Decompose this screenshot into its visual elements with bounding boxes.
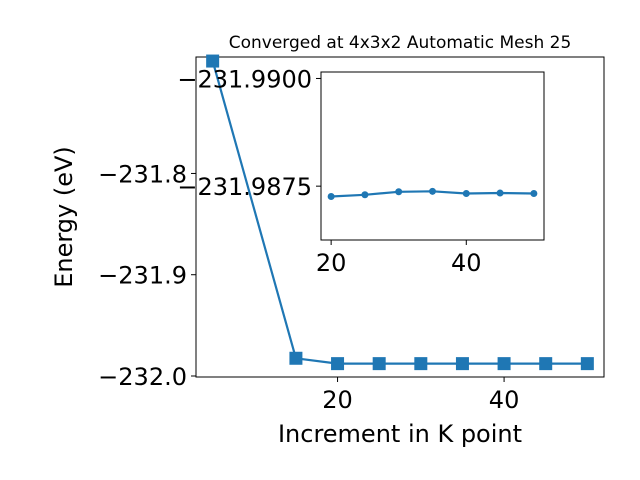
main-x-tick-label: 20 <box>322 386 353 414</box>
main-x-ticks: 20 40 <box>322 377 519 414</box>
inset-data-point <box>462 189 470 197</box>
inset-background <box>321 72 544 240</box>
main-data-point <box>455 357 469 371</box>
chart-title: Converged at 4x3x2 Automatic Mesh 25 <box>229 33 572 53</box>
main-data-point <box>206 54 220 68</box>
main-y-tick-label: −231.9 <box>98 262 187 290</box>
main-axes-frame <box>195 56 605 378</box>
main-series <box>206 54 594 371</box>
inset-axes: 20 40 −231.9900−231.9875 <box>177 65 545 277</box>
main-data-point <box>289 351 303 365</box>
main-data-point <box>372 357 386 371</box>
main-data-point <box>580 357 594 371</box>
main-data-point <box>497 357 511 371</box>
inset-axes-frame <box>320 71 545 241</box>
main-axes: 20 40 −231.8−231.9−232.0 <box>98 54 605 414</box>
main-y-tick-label: −232.0 <box>98 363 187 391</box>
inset-series <box>327 187 538 200</box>
main-x-tick-label: 40 <box>489 386 520 414</box>
inset-data-point <box>395 188 403 196</box>
inset-x-tick-label: 20 <box>316 249 347 277</box>
inset-y-ticks: −231.9900 −231.9875 <box>177 65 321 201</box>
main-y-ticks: −231.8 −231.9 −232.0 <box>98 160 196 391</box>
inset-data-point <box>496 189 504 197</box>
inset-x-ticks: 20 40 <box>316 240 482 277</box>
inset-x-tick-label: 40 <box>451 249 482 277</box>
inset-y-tick-label: −231.9875 <box>177 173 312 201</box>
inset-data-point <box>361 191 369 199</box>
inset-data-point <box>429 187 436 195</box>
inset-y-tick-label: −231.9900 <box>177 65 312 93</box>
main-data-point <box>331 357 345 371</box>
x-axis-label: Increment in K point <box>278 420 522 448</box>
inset-data-point <box>327 192 335 200</box>
main-data-point <box>414 357 428 371</box>
main-y-tick-label: −231.8 <box>98 160 187 188</box>
y-axis-label: Energy (eV) <box>50 146 78 288</box>
inset-data-point <box>530 189 538 197</box>
main-data-point <box>539 357 553 371</box>
